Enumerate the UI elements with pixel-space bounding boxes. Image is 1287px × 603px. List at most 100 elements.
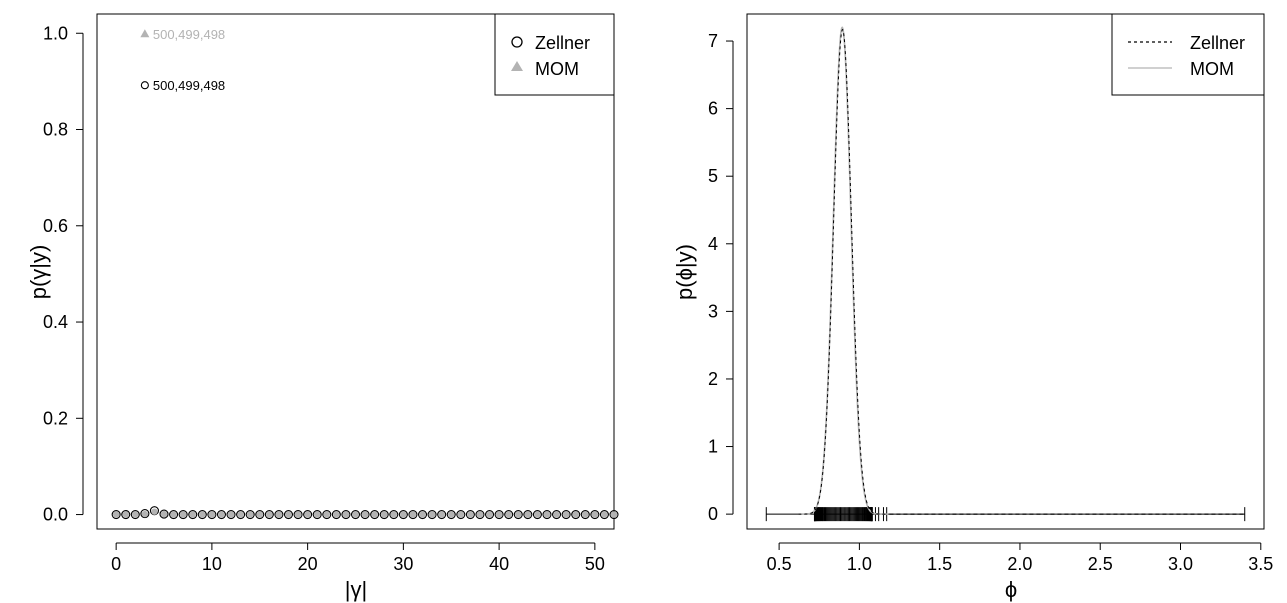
mom-point [553, 511, 560, 518]
zellner-point [456, 510, 466, 520]
mom-point [304, 511, 311, 518]
zellner-point [504, 510, 514, 520]
mom-point [582, 511, 589, 518]
left-x-tick-label: 20 [298, 554, 318, 574]
mom-point [515, 511, 522, 518]
left-y-tick-label: 1.0 [43, 23, 68, 43]
zellner-point [283, 510, 294, 520]
right-plot-frame [746, 13, 1265, 530]
mom-point [562, 511, 570, 518]
mom-point [285, 511, 292, 518]
mom-point [371, 511, 378, 518]
left-y-tick-label: 0.0 [43, 505, 68, 525]
zellner-point [552, 510, 562, 520]
zellner-top-model-marker [140, 81, 149, 90]
zellner-point [571, 510, 581, 520]
zellner-point [178, 510, 188, 520]
left-x-tick-label: 10 [202, 554, 222, 574]
right-y-tick-label: 2 [708, 369, 718, 389]
zellner-point [245, 510, 255, 520]
right-legend-mom: MOM [1190, 59, 1234, 79]
zellner-point [322, 510, 332, 520]
mom-point [543, 511, 551, 518]
zellner-point [532, 510, 542, 520]
left-y-axis: 0.0 0.2 0.4 0.6 0.8 1.0 [43, 23, 84, 525]
mom-point [208, 511, 216, 518]
zellner-point [561, 510, 571, 520]
right-x-tick-label: 3.0 [1168, 554, 1193, 574]
mom-point [495, 511, 503, 518]
left-y-tick-label: 0.8 [43, 120, 68, 140]
mom-point [170, 511, 177, 518]
zellner-point [207, 510, 217, 520]
left-legend-zellner: Zellner [535, 33, 590, 53]
mom-point [352, 511, 359, 518]
mom-point [381, 511, 388, 518]
zellner-point [513, 510, 523, 520]
left-y-tick-label: 0.2 [43, 408, 68, 428]
zellner-point [274, 510, 284, 520]
mom-legend-marker [511, 61, 523, 71]
mom-point [448, 511, 455, 518]
right-x-tick-label: 1.5 [927, 554, 952, 574]
mom-point [591, 511, 599, 518]
right-x-tick-label: 1.0 [847, 554, 872, 574]
mom-point [199, 511, 206, 518]
zellner-point [475, 510, 485, 520]
zellner-point [341, 510, 351, 520]
left-plot-frame [96, 13, 615, 530]
zellner-point [417, 510, 428, 520]
zellner-point [523, 510, 533, 520]
zellner-point [255, 510, 265, 520]
left-data-points [111, 506, 619, 520]
zellner-point [331, 510, 341, 520]
right-legend: Zellner MOM [1111, 13, 1265, 96]
mom-point [390, 511, 397, 518]
zellner-point [350, 510, 361, 520]
zellner-point [169, 510, 179, 520]
zellner-point [130, 510, 140, 520]
right-x-axis: 0.5 1.0 1.5 2.0 2.5 3.0 3.5 [767, 542, 1273, 574]
zellner-point [580, 510, 590, 520]
left-x-axis-label: |γ| [345, 577, 367, 602]
zellner-legend-marker [511, 36, 523, 48]
left-x-axis: 0 10 20 30 40 50 [111, 542, 605, 574]
right-y-tick-label: 5 [708, 166, 718, 186]
left-x-tick-label: 40 [489, 554, 509, 574]
right-y-tick-label: 3 [708, 301, 718, 321]
left-legend-box [494, 13, 615, 96]
mom-point [534, 511, 541, 518]
right-x-tick-label: 3.5 [1248, 554, 1273, 574]
zellner-point [236, 510, 246, 520]
right-x-tick-label: 2.5 [1088, 554, 1113, 574]
mom-point [237, 511, 244, 518]
zellner-point [216, 510, 227, 520]
zellner-point [542, 510, 552, 520]
zellner-point [437, 510, 447, 520]
right-x-tick-label: 0.5 [767, 554, 792, 574]
density-curves [798, 26, 889, 515]
zellner-point [465, 510, 475, 520]
mom-point [342, 511, 350, 518]
zellner-point [188, 510, 198, 520]
zellner-point [379, 510, 389, 520]
zellner-point [599, 510, 609, 520]
zellner-point [264, 510, 274, 520]
right-y-tick-label: 0 [708, 504, 718, 524]
zellner-top-model-label: 500,499,498 [153, 78, 225, 93]
right-legend-box [1111, 13, 1265, 96]
mom-point [246, 511, 254, 518]
mom-point [122, 511, 129, 518]
mom-point [572, 511, 579, 518]
mom-point [179, 511, 187, 518]
right-legend-zellner: Zellner [1190, 33, 1245, 53]
mom-point [428, 511, 436, 518]
mom-point [218, 511, 225, 518]
mom-point [610, 511, 618, 518]
right-y-tick-label: 7 [708, 31, 718, 51]
zellner-point [303, 510, 313, 520]
mom-point [409, 511, 417, 518]
mom-point [333, 511, 340, 518]
zellner-point [312, 510, 322, 520]
